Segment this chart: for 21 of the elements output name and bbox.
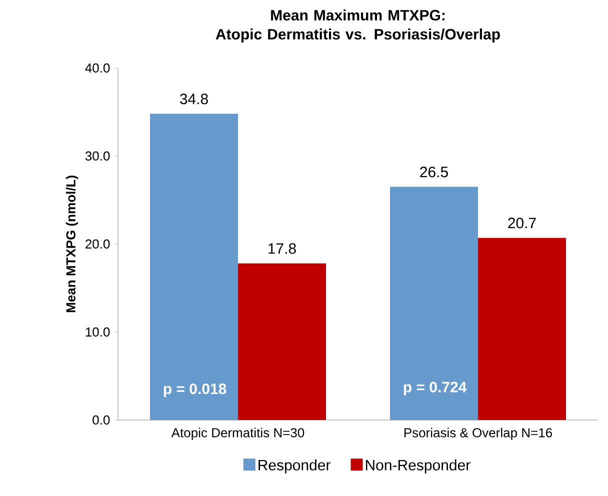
y-axis-title: Mean MTXPG (nmol/L) [66,176,78,312]
x-tick-label: Psoriasis & Overlap N=16 [404,428,552,440]
annotation: p = 0.018 [164,384,226,398]
bar [390,186,478,420]
legend-label: Non-Responder [366,459,470,474]
bar [478,238,566,420]
y-tick-label: 0.0 [92,415,110,425]
bar [150,114,238,420]
y-tick-label: 20.0 [86,239,110,249]
data-label: 34.8 [180,94,208,104]
y-tick-label: 10.0 [86,327,110,337]
annotation: p = 0.724 [404,382,467,396]
data-label: 26.5 [420,166,448,178]
chart-title: Mean Maximum MTXPG: Atopic Dermatitis vs. Psoriasis/Overlap [216,10,500,43]
data-label: 20.7 [508,218,536,228]
bar [238,263,326,420]
y-tick-label: 40.0 [85,63,110,73]
x-tick-label: Atopic Dermatitis N=30 [171,428,304,440]
data-label: 17.8 [268,243,296,254]
y-tick-label: 30.0 [85,151,110,161]
legend-label: Responder [258,459,330,474]
